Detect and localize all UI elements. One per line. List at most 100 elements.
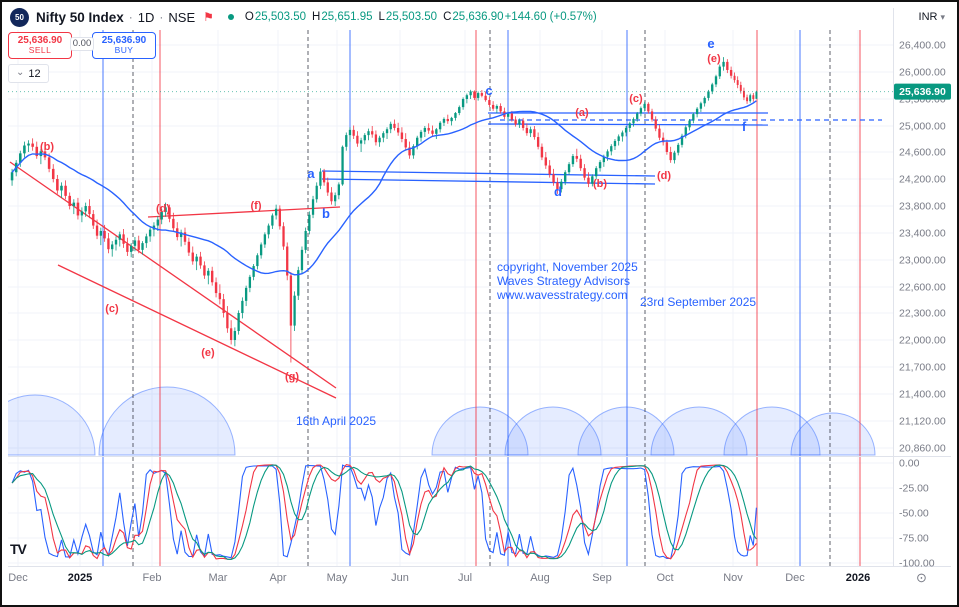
price-tick-label: 21,700.00 — [899, 362, 946, 374]
price-tick-label: 24,600.00 — [899, 147, 946, 159]
time-tick-label: 2026 — [846, 572, 870, 584]
wave-label: (e) — [707, 53, 721, 65]
price-tick-label: 23,000.00 — [899, 255, 946, 267]
wave-label: (b) — [593, 178, 607, 190]
last-price-badge — [894, 83, 951, 100]
wave-label: (e) — [201, 347, 215, 359]
trendline — [57, 264, 337, 399]
open-value: 25,503.50 — [254, 11, 307, 23]
annotations-layer: copyright, November 2025 Waves Strategy A… — [296, 260, 756, 428]
price-tick-label: 22,000.00 — [899, 335, 946, 347]
wave-label: (d) — [156, 203, 170, 215]
high-value: 25,651.95 — [321, 11, 373, 23]
interval-selector[interactable]: 1D — [137, 9, 155, 25]
price-tick-label: 23,800.00 — [899, 201, 946, 213]
annotation-text: 16th April 2025 — [296, 414, 376, 428]
price-tick-label: 24,200.00 — [899, 174, 946, 186]
oscillator-layer — [11, 463, 757, 560]
trendline — [487, 123, 769, 126]
flag-icon[interactable]: ⚑ — [203, 10, 214, 24]
price-tick-label: 22,300.00 — [899, 308, 946, 320]
time-tick-label: May — [327, 572, 348, 584]
grid-layer — [8, 30, 893, 566]
price-tick-label: 20,860.00 — [899, 443, 946, 455]
trendlines-layer[interactable] — [9, 112, 882, 399]
currency-label: INR — [918, 11, 938, 23]
trendline — [321, 170, 656, 177]
sell-price: 25,636.90 — [17, 34, 63, 46]
osc-tick-label: -50.00 — [899, 508, 929, 520]
sell-button[interactable]: 25,636.90 SELL — [8, 32, 72, 59]
close-value: 25,636.90 — [452, 11, 504, 23]
change-value: +144.60 (+0.57%) — [504, 11, 597, 23]
trendline — [147, 206, 341, 218]
buy-button[interactable]: 25,636.90 BUY — [92, 32, 156, 59]
annotation-text: 23rd September 2025 — [640, 295, 756, 309]
currency-selector[interactable]: INR ▾ — [919, 11, 953, 23]
chevron-down-icon: ⌄ — [16, 67, 25, 78]
wave-label: d — [554, 184, 562, 199]
title-separator: · — [128, 10, 133, 24]
annotation-text: copyright, November 2025 Waves Strategy A… — [496, 260, 638, 302]
wave-label: b — [322, 206, 330, 221]
wave-label: f — [742, 119, 747, 134]
trendline — [9, 161, 337, 389]
buy-label: BUY — [114, 45, 134, 56]
tradingview-logo[interactable]: TV — [10, 541, 27, 557]
market-status-dot — [227, 14, 234, 20]
chevron-down-icon: ▾ — [940, 11, 945, 22]
wave-label: (c) — [629, 93, 643, 105]
chart-toolbar: 50 Nifty 50 Index · 1D · NSE ⚑ O 25,503.5… — [10, 7, 953, 27]
low-label: L — [378, 11, 385, 23]
time-axis[interactable]: Dec 2025 Feb Mar Apr May Jun Jul Aug Sep Oct Nov Dec… — [8, 572, 870, 584]
sell-label: SELL — [28, 45, 52, 56]
time-tick-label: 2025 — [68, 572, 92, 584]
price-tick-label: 26,400.00 — [899, 40, 946, 52]
wave-label: (b) — [40, 141, 54, 153]
time-tick-label: Mar — [209, 572, 228, 584]
wave-label: e — [707, 36, 714, 51]
time-tick-label: Dec — [8, 572, 28, 584]
osc-tick-label: -25.00 — [899, 483, 929, 495]
time-tick-label: Apr — [269, 572, 286, 584]
spread-value: 0.00 — [70, 37, 94, 51]
price-tick-label: 26,000.00 — [899, 67, 946, 79]
close-label: C — [443, 11, 452, 23]
price-axis[interactable]: 26,400.0026,000.0025,500.0025,000.0024,6… — [899, 40, 946, 570]
wave-label: c — [485, 83, 492, 98]
bar-countdown[interactable]: ⌄ 12 — [8, 64, 49, 83]
buy-price: 25,636.90 — [101, 34, 147, 46]
vertical-lines-layer — [102, 30, 861, 566]
time-tick-label: Jul — [458, 572, 472, 584]
time-tick-label: Oct — [656, 572, 673, 584]
high-label: H — [312, 11, 321, 23]
open-label: O — [244, 11, 254, 23]
wave-label: (c) — [105, 303, 119, 315]
scroll-target-icon[interactable]: ⊙ — [916, 570, 927, 585]
wave-label: a — [307, 166, 315, 181]
price-tick-label: 22,600.00 — [899, 282, 946, 294]
price-tick-label: 23,400.00 — [899, 228, 946, 240]
wave-label: (g) — [285, 371, 299, 383]
wave-label: (a) — [575, 107, 589, 119]
symbol-title[interactable]: Nifty 50 Index — [36, 9, 124, 25]
time-tick-label: Jun — [391, 572, 409, 584]
time-tick-label: Nov — [723, 572, 743, 584]
panel-separators — [8, 8, 951, 567]
price-tick-label: 25,000.00 — [899, 121, 946, 133]
wave-label: (d) — [657, 170, 671, 182]
symbol-logo-text: 50 — [15, 12, 24, 22]
osc-tick-label: 0.00 — [899, 458, 920, 470]
time-tick-label: Aug — [530, 572, 550, 584]
time-tick-label: Dec — [785, 572, 805, 584]
exchange-label: NSE — [168, 9, 196, 25]
wave-labels-layer: (b) (d) (f) (c) (e) (g) a b c d e f (a) (b) (c) (d) (e) — [40, 36, 747, 383]
moving-average-line — [11, 100, 757, 276]
price-tick-label: 21,120.00 — [899, 416, 946, 428]
title-separator: · — [159, 10, 164, 24]
last-price-badge-text: 25,636.90 — [899, 86, 946, 98]
time-tick-label: Sep — [592, 572, 612, 584]
symbol-logo[interactable]: 50 — [10, 7, 29, 27]
oscillator-line-slow — [11, 464, 757, 560]
